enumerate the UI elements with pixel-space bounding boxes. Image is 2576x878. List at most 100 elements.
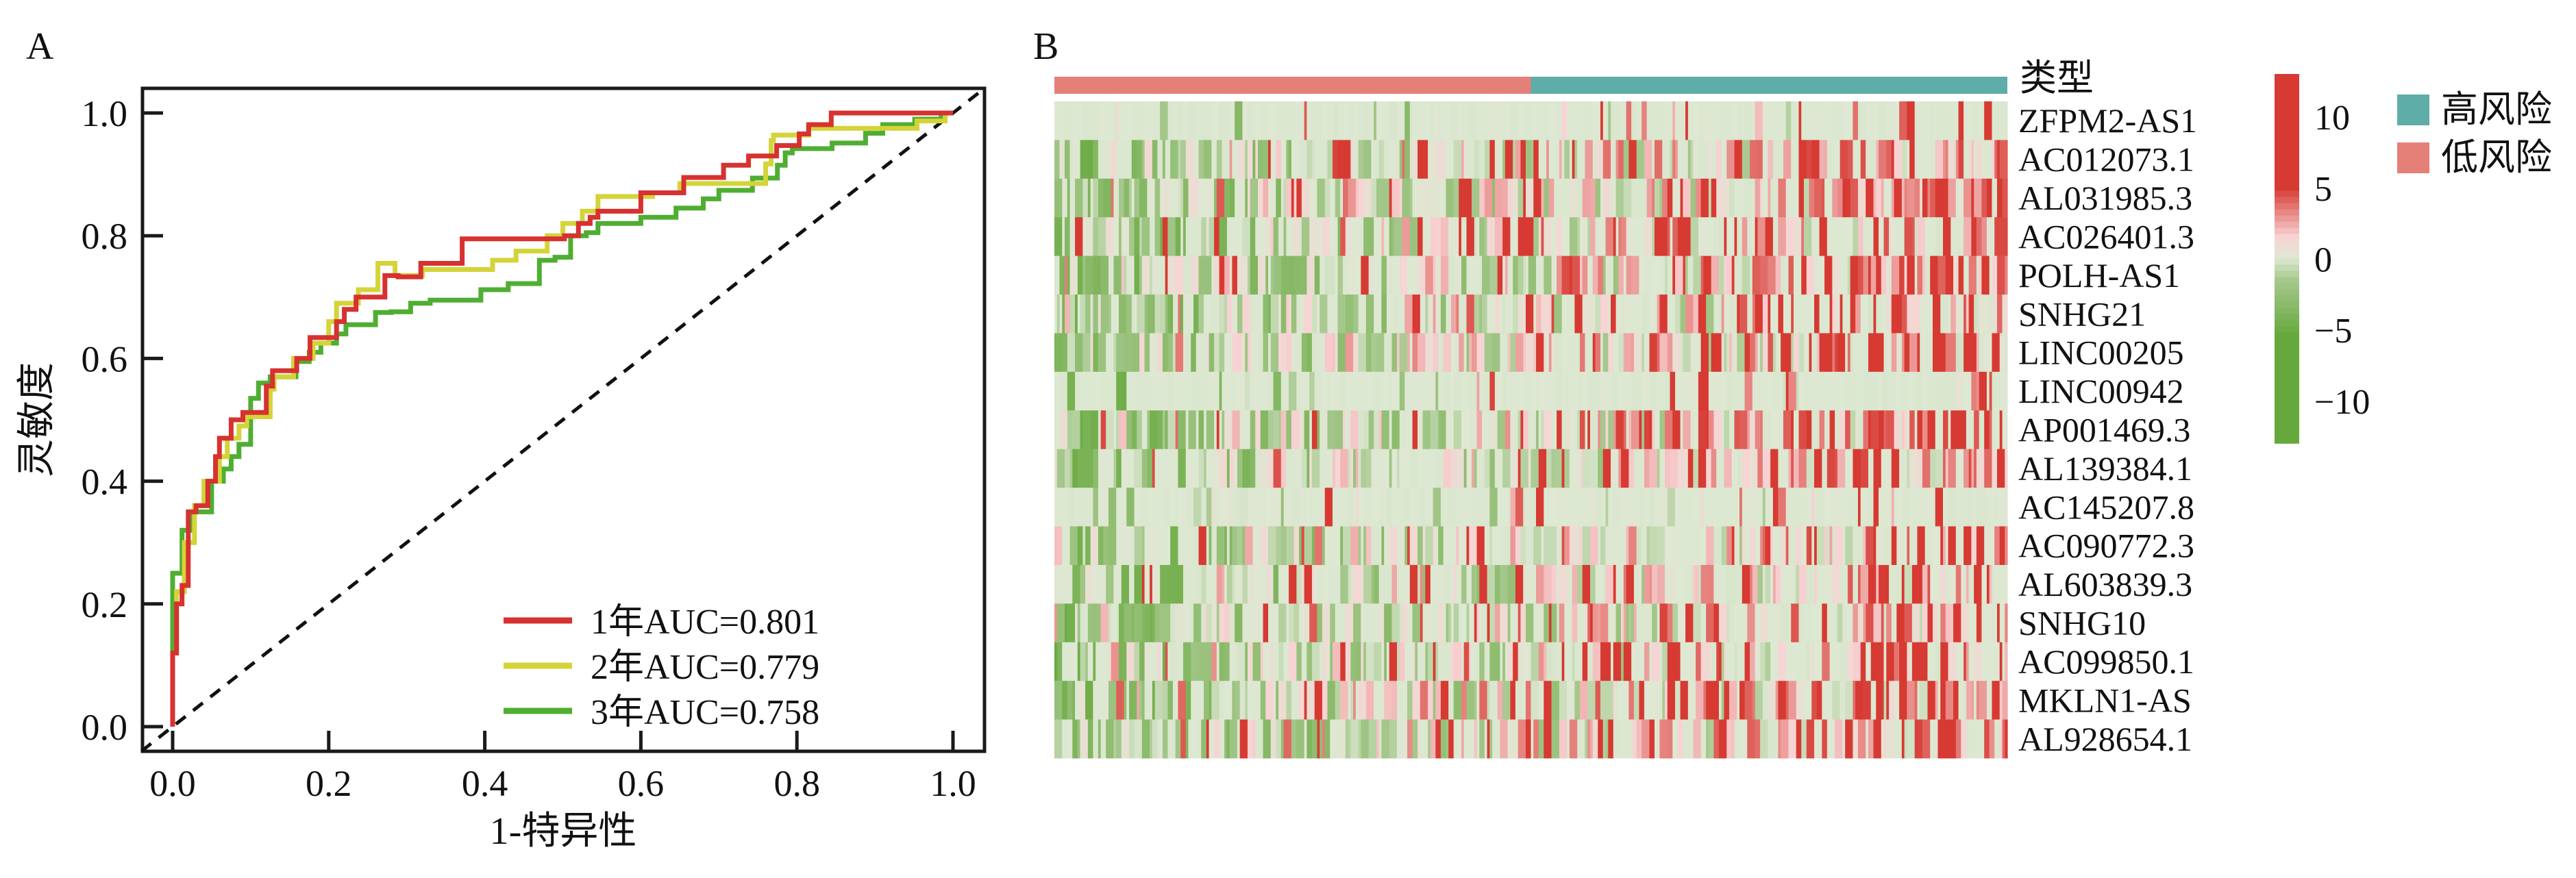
heatmap-cell — [1870, 642, 1877, 681]
heatmap-cell — [1106, 333, 1115, 373]
heatmap-cell — [1752, 101, 1756, 140]
heatmap-cell — [1103, 681, 1109, 720]
heatmap-cell — [1124, 178, 1130, 218]
heatmap-cell — [1706, 255, 1712, 295]
heatmap-cell — [1237, 178, 1246, 218]
heatmap-cell — [1459, 178, 1467, 218]
heatmap-cell — [1628, 140, 1637, 179]
heatmap-cell — [1577, 526, 1583, 566]
heatmap-cell — [1067, 255, 1071, 295]
heatmap-cell — [1649, 449, 1658, 488]
heatmap-cell — [1731, 449, 1737, 488]
heatmap-cell — [1510, 488, 1516, 527]
heatmap-cell — [1577, 217, 1581, 257]
heatmap-cell — [1636, 140, 1645, 179]
heatmap-cell — [1069, 255, 1078, 295]
heatmap-cell — [1172, 371, 1176, 411]
heatmap-cell — [1090, 526, 1099, 566]
heatmap-cell — [1577, 178, 1583, 218]
heatmap-cell — [1853, 217, 1859, 257]
heatmap-cell — [1644, 140, 1652, 179]
heatmap-cell — [1922, 371, 1931, 411]
heatmap-cell — [1147, 449, 1153, 488]
heatmap-cell — [1996, 449, 2003, 488]
heatmap-cell — [1920, 333, 1929, 373]
heatmap-cell — [1628, 410, 1632, 450]
heatmap-cell — [1258, 140, 1264, 179]
heatmap-cell — [1167, 217, 1176, 257]
heatmap-cell — [1515, 681, 1524, 720]
heatmap-cell — [1296, 371, 1302, 411]
heatmap-cell — [1644, 642, 1650, 681]
colorbar-segment — [2275, 301, 2299, 309]
colorbar-segment — [2275, 425, 2299, 431]
heatmap-cell — [1170, 526, 1179, 566]
heatmap-cell — [1971, 488, 1977, 527]
heatmap-cell — [1304, 681, 1308, 720]
heatmap-cell — [1386, 294, 1395, 334]
heatmap-cell — [1314, 140, 1323, 179]
heatmap-cell — [1214, 101, 1217, 140]
heatmap-cell — [1618, 294, 1622, 334]
heatmap-cell — [1613, 333, 1619, 373]
heatmap-cell — [1450, 371, 1454, 411]
heatmap-cell — [1986, 681, 1993, 720]
heatmap-cell — [1932, 526, 1941, 566]
heatmap-cell — [1569, 410, 1578, 450]
heatmap-cell — [1850, 255, 1859, 295]
heatmap-cell — [1160, 101, 1169, 140]
heatmap-cell — [1214, 449, 1220, 488]
heatmap-cell — [1237, 294, 1243, 334]
heatmap-cell — [1278, 681, 1287, 720]
heatmap-cell — [1384, 449, 1390, 488]
heatmap-cell — [1783, 333, 1792, 373]
heatmap-cell — [1348, 488, 1354, 527]
heatmap-cell — [1876, 140, 1879, 179]
heatmap-cell — [1232, 333, 1238, 373]
heatmap-cell — [1252, 564, 1261, 604]
heatmap-cell — [1361, 642, 1364, 681]
heatmap-cell — [1538, 449, 1547, 488]
heatmap-cell — [1098, 333, 1106, 373]
heatmap-cell — [1157, 642, 1161, 681]
heatmap-cell — [1365, 681, 1374, 720]
heatmap-cell — [1497, 526, 1500, 566]
heatmap-cell — [1286, 603, 1289, 643]
heatmap-cell — [1258, 255, 1266, 295]
heatmap-cell — [1765, 371, 1774, 411]
heatmap-cell — [1667, 719, 1673, 759]
heatmap-cell — [1327, 410, 1336, 450]
heatmap-cell — [1639, 371, 1642, 411]
heatmap-cell — [1781, 101, 1787, 140]
heatmap-cell — [1417, 526, 1424, 566]
heatmap-cell — [1886, 719, 1890, 759]
colorbar-tick-label: 5 — [2314, 170, 2332, 209]
heatmap-cell — [1494, 217, 1503, 257]
heatmap-cell — [1077, 101, 1083, 140]
heatmap-cell — [1932, 333, 1939, 373]
heatmap-cell — [1409, 255, 1415, 295]
heatmap-cell — [1796, 719, 1802, 759]
heatmap-cell — [1636, 526, 1642, 566]
heatmap-cell — [1696, 410, 1699, 450]
heatmap-cell — [1654, 719, 1661, 759]
heatmap-cell — [1693, 255, 1702, 295]
heatmap-cell — [1582, 371, 1588, 411]
heatmap-cell — [1870, 101, 1879, 140]
heatmap-cell — [1150, 603, 1153, 643]
heatmap-cell — [1191, 255, 1200, 295]
heatmap-cell — [1420, 371, 1428, 411]
heatmap-cell — [1111, 642, 1119, 681]
heatmap-cell — [1675, 101, 1679, 140]
heatmap-cell — [1446, 101, 1452, 140]
heatmap-cell — [1940, 681, 1946, 720]
heatmap-cell — [1602, 101, 1609, 140]
heatmap-cell — [1144, 603, 1150, 643]
heatmap-cell — [1989, 371, 1993, 411]
heatmap-row-ac026401.3 — [1054, 217, 2008, 257]
heatmap-cell — [1546, 140, 1550, 179]
heatmap-cell — [1180, 217, 1184, 257]
heatmap-cell — [1835, 526, 1843, 566]
heatmap-cell — [1582, 642, 1586, 681]
heatmap-cell — [1889, 217, 1895, 257]
